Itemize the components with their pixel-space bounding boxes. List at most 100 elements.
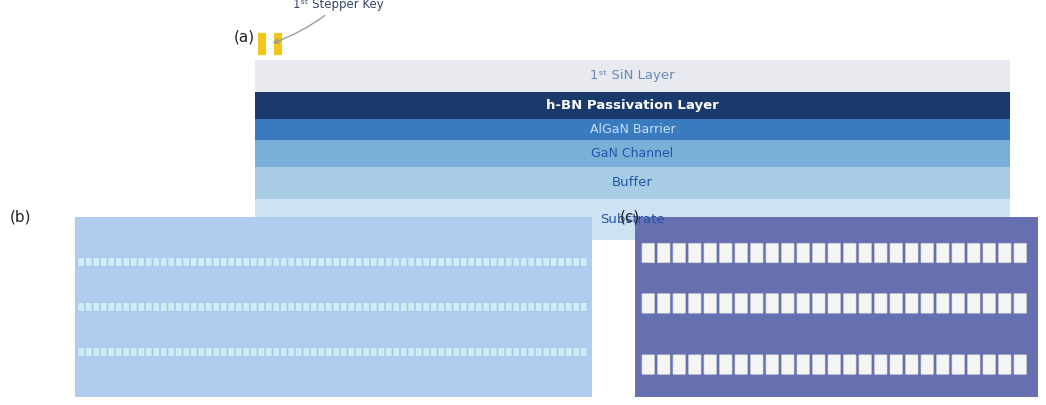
FancyBboxPatch shape bbox=[766, 294, 778, 313]
FancyBboxPatch shape bbox=[828, 294, 841, 313]
FancyBboxPatch shape bbox=[78, 348, 85, 356]
FancyBboxPatch shape bbox=[658, 243, 670, 263]
FancyBboxPatch shape bbox=[423, 258, 430, 266]
FancyBboxPatch shape bbox=[446, 258, 452, 266]
FancyBboxPatch shape bbox=[378, 258, 385, 266]
FancyBboxPatch shape bbox=[952, 294, 964, 313]
FancyBboxPatch shape bbox=[153, 348, 159, 356]
FancyBboxPatch shape bbox=[325, 258, 332, 266]
FancyBboxPatch shape bbox=[920, 243, 933, 263]
Bar bbox=[274, 33, 282, 55]
FancyBboxPatch shape bbox=[131, 303, 137, 311]
FancyBboxPatch shape bbox=[363, 258, 369, 266]
FancyBboxPatch shape bbox=[573, 303, 579, 311]
FancyBboxPatch shape bbox=[658, 355, 670, 374]
FancyBboxPatch shape bbox=[491, 303, 497, 311]
FancyBboxPatch shape bbox=[213, 258, 220, 266]
FancyBboxPatch shape bbox=[438, 348, 445, 356]
FancyBboxPatch shape bbox=[235, 348, 242, 356]
FancyBboxPatch shape bbox=[356, 258, 362, 266]
FancyBboxPatch shape bbox=[183, 258, 189, 266]
FancyBboxPatch shape bbox=[415, 303, 422, 311]
FancyBboxPatch shape bbox=[415, 258, 422, 266]
FancyBboxPatch shape bbox=[781, 355, 794, 374]
FancyBboxPatch shape bbox=[431, 348, 437, 356]
FancyBboxPatch shape bbox=[999, 355, 1011, 374]
FancyBboxPatch shape bbox=[115, 258, 122, 266]
FancyBboxPatch shape bbox=[874, 243, 887, 263]
FancyBboxPatch shape bbox=[797, 294, 810, 313]
FancyBboxPatch shape bbox=[86, 303, 92, 311]
FancyBboxPatch shape bbox=[228, 258, 234, 266]
FancyBboxPatch shape bbox=[138, 303, 144, 311]
Bar bbox=[255, 119, 1010, 140]
FancyBboxPatch shape bbox=[258, 258, 265, 266]
FancyBboxPatch shape bbox=[581, 303, 587, 311]
Bar bbox=[258, 33, 266, 55]
FancyBboxPatch shape bbox=[401, 258, 407, 266]
FancyBboxPatch shape bbox=[890, 243, 903, 263]
FancyBboxPatch shape bbox=[566, 303, 572, 311]
FancyBboxPatch shape bbox=[828, 243, 841, 263]
FancyBboxPatch shape bbox=[498, 303, 504, 311]
FancyBboxPatch shape bbox=[311, 348, 317, 356]
FancyBboxPatch shape bbox=[100, 303, 107, 311]
FancyBboxPatch shape bbox=[198, 303, 205, 311]
FancyBboxPatch shape bbox=[890, 355, 903, 374]
FancyBboxPatch shape bbox=[258, 348, 265, 356]
FancyBboxPatch shape bbox=[243, 258, 250, 266]
FancyBboxPatch shape bbox=[521, 258, 527, 266]
FancyBboxPatch shape bbox=[348, 258, 355, 266]
FancyBboxPatch shape bbox=[205, 303, 212, 311]
FancyBboxPatch shape bbox=[491, 348, 497, 356]
FancyBboxPatch shape bbox=[408, 303, 414, 311]
FancyBboxPatch shape bbox=[505, 303, 511, 311]
FancyBboxPatch shape bbox=[243, 303, 250, 311]
FancyBboxPatch shape bbox=[720, 355, 732, 374]
FancyBboxPatch shape bbox=[906, 294, 918, 313]
Bar bbox=[255, 166, 1010, 198]
FancyBboxPatch shape bbox=[138, 348, 144, 356]
FancyBboxPatch shape bbox=[874, 294, 887, 313]
FancyBboxPatch shape bbox=[581, 348, 587, 356]
FancyBboxPatch shape bbox=[673, 294, 685, 313]
FancyBboxPatch shape bbox=[521, 303, 527, 311]
FancyBboxPatch shape bbox=[468, 258, 475, 266]
FancyBboxPatch shape bbox=[1014, 243, 1026, 263]
FancyBboxPatch shape bbox=[890, 294, 903, 313]
FancyBboxPatch shape bbox=[505, 258, 511, 266]
FancyBboxPatch shape bbox=[688, 294, 701, 313]
Text: AlGaN Barrier: AlGaN Barrier bbox=[590, 123, 676, 136]
FancyBboxPatch shape bbox=[781, 294, 794, 313]
FancyBboxPatch shape bbox=[386, 258, 392, 266]
FancyBboxPatch shape bbox=[673, 355, 685, 374]
FancyBboxPatch shape bbox=[363, 348, 369, 356]
FancyBboxPatch shape bbox=[123, 258, 130, 266]
FancyBboxPatch shape bbox=[999, 294, 1011, 313]
FancyBboxPatch shape bbox=[999, 243, 1011, 263]
FancyBboxPatch shape bbox=[176, 348, 182, 356]
FancyBboxPatch shape bbox=[843, 355, 856, 374]
FancyBboxPatch shape bbox=[190, 303, 197, 311]
FancyBboxPatch shape bbox=[160, 348, 167, 356]
FancyBboxPatch shape bbox=[415, 348, 422, 356]
FancyBboxPatch shape bbox=[843, 294, 856, 313]
FancyBboxPatch shape bbox=[266, 348, 272, 356]
FancyBboxPatch shape bbox=[476, 303, 482, 311]
FancyBboxPatch shape bbox=[797, 243, 810, 263]
FancyBboxPatch shape bbox=[401, 303, 407, 311]
FancyBboxPatch shape bbox=[303, 348, 310, 356]
FancyBboxPatch shape bbox=[453, 303, 459, 311]
FancyBboxPatch shape bbox=[513, 348, 520, 356]
FancyBboxPatch shape bbox=[386, 303, 392, 311]
FancyBboxPatch shape bbox=[280, 348, 287, 356]
FancyBboxPatch shape bbox=[491, 258, 497, 266]
FancyBboxPatch shape bbox=[513, 258, 520, 266]
FancyBboxPatch shape bbox=[983, 294, 996, 313]
FancyBboxPatch shape bbox=[750, 355, 763, 374]
FancyBboxPatch shape bbox=[642, 294, 655, 313]
FancyBboxPatch shape bbox=[1014, 294, 1026, 313]
FancyBboxPatch shape bbox=[296, 303, 302, 311]
FancyBboxPatch shape bbox=[341, 348, 347, 356]
FancyBboxPatch shape bbox=[528, 348, 535, 356]
